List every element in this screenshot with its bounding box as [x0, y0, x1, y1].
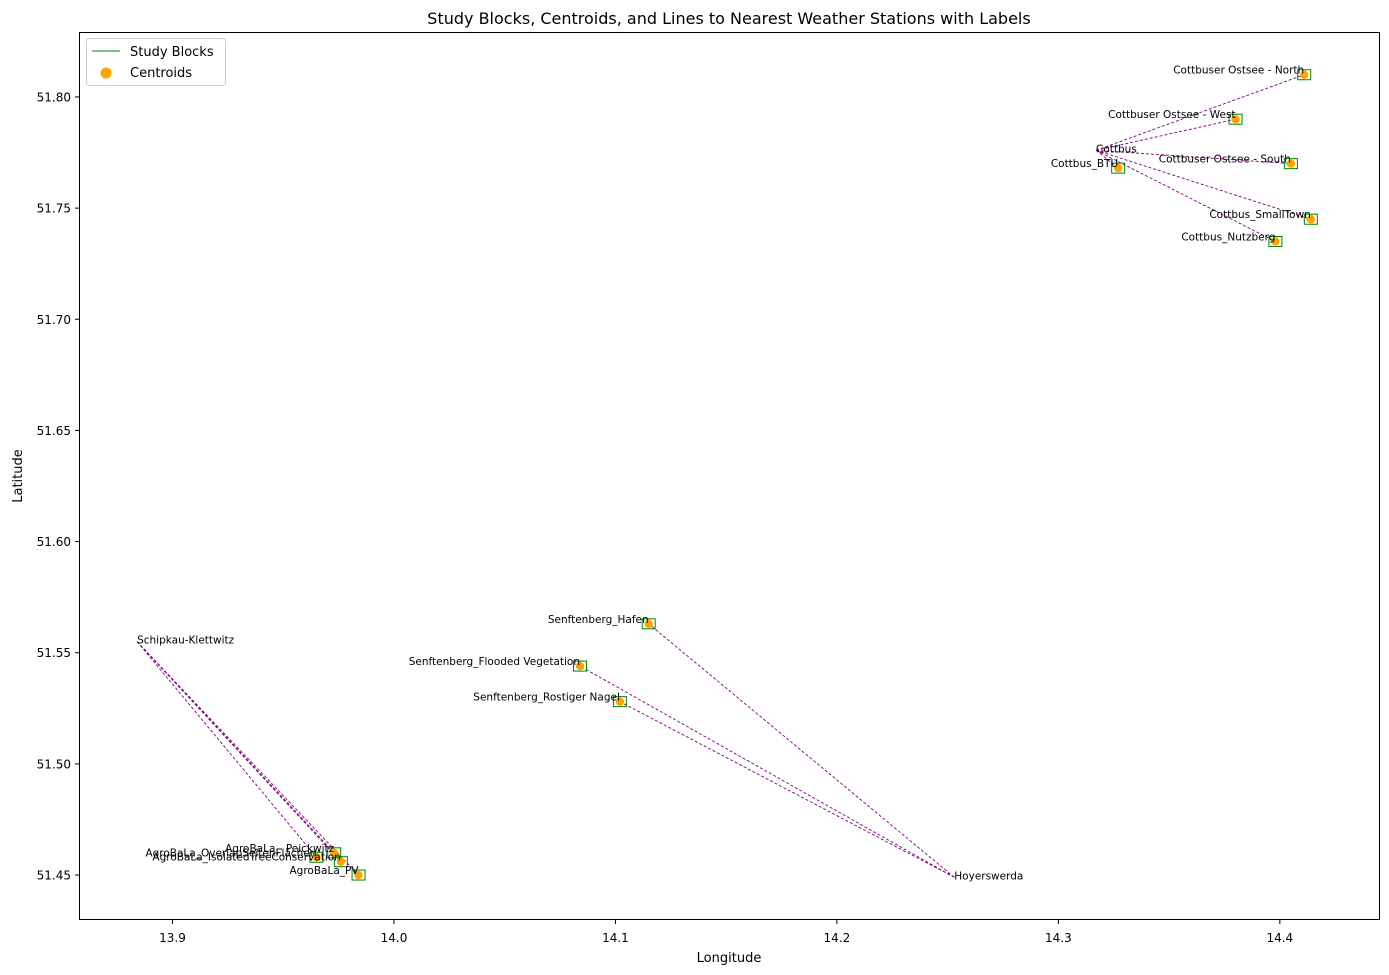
site-label-cottbuser-ostsee-north: Cottbuser Ostsee - North	[1173, 65, 1304, 77]
legend-frame	[86, 38, 226, 86]
study-block-cottbuser-ostsee-west	[1228, 113, 1243, 125]
link-line-agrobala-peickwitz	[136, 641, 335, 854]
centroid-cottbuser-ostsee-west	[1231, 114, 1240, 124]
study-block-senftenberg-hafen	[641, 618, 656, 630]
link-line-senftenberg-flooded-vegetation	[579, 665, 955, 878]
y-tick-label: 51.50	[37, 757, 71, 771]
x-axis-ticks: 13.9 14.0 14.1 14.2 14.3 14.4	[159, 919, 1293, 945]
y-tick-label: 51.55	[37, 646, 71, 660]
site-label-cottbus-nutzberg: Cottbus_Nutzberg	[1181, 231, 1275, 243]
centroid-senftenberg-hafen	[644, 619, 653, 629]
legend-study-blocks-label: Study Blocks	[130, 45, 214, 60]
x-tick-label: 14.0	[381, 931, 408, 945]
study-block-senftenberg-flooded-vegetation	[573, 660, 588, 672]
study-block-cottbuser-ostsee-south	[1283, 158, 1298, 170]
y-tick-label: 51.80	[37, 90, 71, 104]
site-labels: Cottbuser Ostsee - North Cottbuser Ostsee…	[145, 65, 1310, 877]
centroid-cottbus-btu	[1113, 163, 1123, 173]
site-label-agrobala-peickwitz: AgroBaLa - Peickwitz	[225, 843, 335, 855]
x-tick-label: 14.1	[602, 931, 629, 945]
centroid-agrobala-overlapseitenfl-chen	[312, 853, 321, 862]
link-line-agrobala-pv	[136, 641, 359, 876]
site-label-cottbus-smalltown: Cottbus_SmallTown	[1209, 209, 1311, 221]
centroid-cottbuser-ostsee-south	[1286, 159, 1296, 168]
site-label-cottbus-btu: Cottbus_BTU	[1051, 158, 1118, 170]
study-blocks	[309, 69, 1318, 881]
site-label-cottbuser-ostsee-south: Cottbuser Ostsee - South	[1159, 154, 1291, 166]
study-block-senftenberg-rostiger-nagel	[612, 696, 627, 708]
station-label-hoyerswerda: Hoyerswerda	[954, 870, 1023, 882]
centroid-senftenberg-rostiger-nagel	[615, 697, 625, 706]
plot-frame	[79, 32, 1380, 920]
study-block-agrobala-overlapseitenfl-chen	[309, 851, 324, 863]
y-axis-ticks: 51.45 51.50 51.55 51.60 51.65 51.70 51.75 51.80	[37, 90, 80, 883]
study-block-cottbus-nutzberg	[1268, 235, 1283, 247]
y-tick-label: 51.45	[37, 869, 71, 883]
station-labels: Cottbus Schipkau-Klettwitz Hoyerswerda	[137, 143, 1137, 882]
site-label-agrobala-overlapseitenfl-chen: AgroBaLa_OverlapSeitenFlächen	[145, 847, 316, 859]
centroid-agrobala-isolatedtreeconservation	[336, 857, 346, 866]
centroid-senftenberg-flooded-vegetation	[575, 661, 585, 671]
site-label-agrobala-pv: AgroBaLa_PV	[289, 865, 359, 877]
x-tick-label: 13.9	[159, 931, 186, 945]
site-label-cottbuser-ostsee-west: Cottbuser Ostsee - West	[1108, 109, 1235, 121]
link-line-cottbuser-ostsee-west	[1095, 118, 1236, 151]
site-label-senftenberg-flooded-vegetation: Senftenberg_Flooded Vegetation	[409, 656, 580, 668]
y-tick-label: 51.70	[37, 313, 71, 327]
station-link-lines	[136, 74, 1311, 878]
link-line-senftenberg-rostiger-nagel	[619, 701, 955, 878]
site-label-senftenberg-rostiger-nagel: Senftenberg_Rostiger Nagel	[473, 692, 620, 704]
chart-title: Study Blocks, Centroids, and Lines to Ne…	[427, 9, 1030, 28]
site-label-agrobala-isolatedtreeconservation: AgroBaLa_IsolatedTreeConservation	[152, 852, 340, 864]
centroid-cottbus-nutzberg	[1271, 237, 1280, 246]
x-tick-label: 14.3	[1045, 931, 1072, 945]
plot-area	[79, 32, 1380, 920]
link-line-cottbuser-ostsee-south	[1095, 149, 1291, 165]
study-block-agrobala-pv	[351, 869, 366, 881]
x-tick-label: 14.2	[824, 931, 851, 945]
link-line-cottbus-nutzberg	[1095, 149, 1276, 242]
study-block-cottbus-smalltown	[1303, 213, 1318, 225]
station-label-cottbus: Cottbus	[1096, 143, 1137, 155]
station-label-schipkau-klettwitz: Schipkau-Klettwitz	[137, 635, 235, 647]
centroid-cottbuser-ostsee-north	[1300, 70, 1309, 79]
y-tick-label: 51.75	[37, 202, 71, 216]
y-tick-label: 51.60	[37, 535, 71, 549]
link-line-senftenberg-hafen	[648, 623, 955, 878]
centroid-cottbus-smalltown	[1306, 215, 1316, 224]
link-line-agrobala-overlapseitenfl-chen	[136, 641, 317, 858]
study-block-cottbus-btu	[1111, 162, 1126, 174]
centroid-agrobala-peickwitz	[329, 848, 339, 858]
centroid-agrobala-pv	[354, 870, 363, 880]
link-line-cottbuser-ostsee-north	[1095, 74, 1305, 151]
y-axis-label: Latitude	[11, 449, 26, 503]
study-block-agrobala-isolatedtreeconservation	[333, 856, 348, 868]
legend-centroids-label: Centroids	[130, 66, 192, 81]
site-label-senftenberg-hafen: Senftenberg_Hafen	[548, 614, 649, 626]
study-block-cottbuser-ostsee-north	[1297, 69, 1312, 81]
legend: Study Blocks Centroids	[86, 38, 226, 86]
link-line-cottbus-smalltown	[1095, 149, 1311, 220]
x-tick-label: 14.4	[1266, 931, 1293, 945]
x-axis-label: Longitude	[697, 951, 762, 966]
legend-centroids-swatch	[100, 67, 112, 79]
y-tick-label: 51.65	[37, 424, 71, 438]
centroid-points	[312, 70, 1316, 880]
